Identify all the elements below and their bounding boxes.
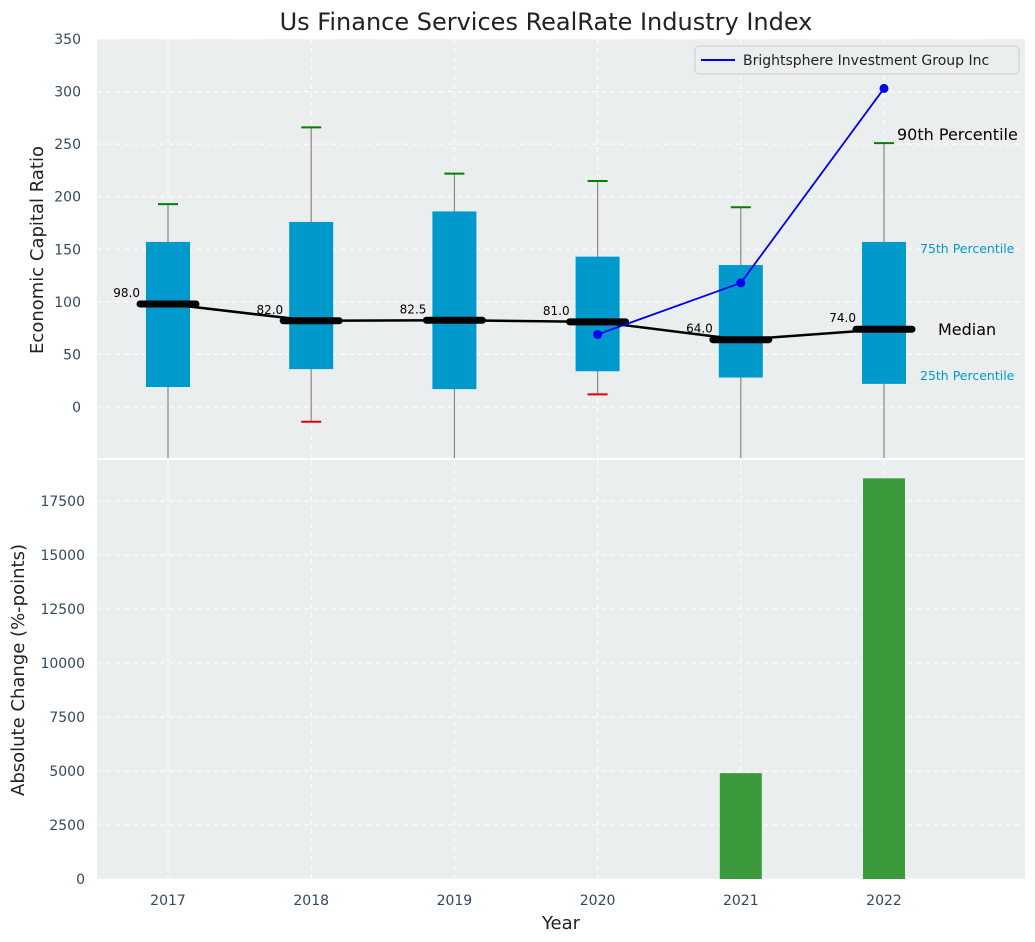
median-trend <box>136 300 916 344</box>
x-tick-label: 2022 <box>866 893 902 909</box>
bottom-y-tick-label: 2500 <box>49 818 85 834</box>
median-label-2019: 82.5 <box>400 302 427 316</box>
median-label-2022: 74.0 <box>829 311 856 325</box>
median-label-2021: 64.0 <box>686 322 713 336</box>
bottom-grid <box>97 460 1025 880</box>
box-2018 <box>289 221 334 370</box>
median-label-2018: 82.0 <box>256 303 283 317</box>
top-y-tick-label: 250 <box>54 137 81 153</box>
bottom-y-tick-label: 0 <box>76 872 85 888</box>
top-y-tick-label: 200 <box>54 190 81 206</box>
top-y-tick-label: 350 <box>54 32 81 48</box>
boxes <box>146 211 906 390</box>
annotation-p90: 90th Percentile <box>897 125 1018 144</box>
box-2022 <box>862 241 906 384</box>
bottom-y-tick-label: 10000 <box>40 656 85 672</box>
company-point-2020 <box>593 329 603 339</box>
top-y-tick-label: 300 <box>54 85 81 101</box>
chart-title: Us Finance Services RealRate Industry In… <box>280 8 813 36</box>
x-axis-label: Year <box>541 913 581 934</box>
x-ticks: 2017 2018 2019 2020 2021 2022 <box>150 893 902 909</box>
bottom-y-tick-label: 5000 <box>49 764 85 780</box>
bottom-y-axis-label: Absolute Change (%-points) <box>8 544 29 796</box>
percentile-caps <box>158 126 894 423</box>
bottom-y-ticks: 0 2500 5000 7500 10000 12500 15000 17500 <box>40 494 85 888</box>
company-series <box>593 83 889 339</box>
annotation-q3: 75th Percentile <box>920 241 1015 256</box>
top-y-tick-label: 0 <box>72 400 81 416</box>
annotation-median: Median <box>938 320 996 339</box>
bar-2021 <box>719 773 762 879</box>
box-2020 <box>575 256 620 372</box>
legend: Brightsphere Investment Group Inc <box>694 45 1020 75</box>
x-tick-label: 2021 <box>723 893 759 909</box>
box-2019 <box>432 211 477 390</box>
x-tick-label: 2019 <box>437 893 473 909</box>
top-y-tick-label: 50 <box>63 347 81 363</box>
bottom-y-tick-label: 15000 <box>40 548 85 564</box>
legend-label: Brightsphere Investment Group Inc <box>743 53 989 69</box>
company-point-2022 <box>879 83 889 93</box>
top-y-axis-label: Economic Capital Ratio <box>27 146 48 354</box>
median-label-2020: 81.0 <box>543 304 570 318</box>
bar-2022 <box>863 478 905 879</box>
box-2017 <box>146 241 190 388</box>
annotation-q1: 25th Percentile <box>920 368 1015 383</box>
legend-box <box>694 45 1020 75</box>
median-labels: 98.0 82.0 82.5 81.0 64.0 74.0 <box>113 286 856 336</box>
x-tick-label: 2017 <box>150 893 186 909</box>
x-tick-label: 2018 <box>293 893 329 909</box>
top-y-ticks: 0 50 100 150 200 250 300 350 <box>54 32 81 416</box>
x-tick-label: 2020 <box>580 893 616 909</box>
bars <box>719 478 905 879</box>
company-point-2021 <box>736 278 746 288</box>
top-y-tick-label: 150 <box>54 242 81 258</box>
median-label-2017: 98.0 <box>113 286 140 300</box>
top-y-tick-label: 100 <box>54 295 81 311</box>
bottom-y-tick-label: 7500 <box>49 710 85 726</box>
bottom-y-tick-label: 17500 <box>40 494 85 510</box>
bottom-y-tick-label: 12500 <box>40 602 85 618</box>
